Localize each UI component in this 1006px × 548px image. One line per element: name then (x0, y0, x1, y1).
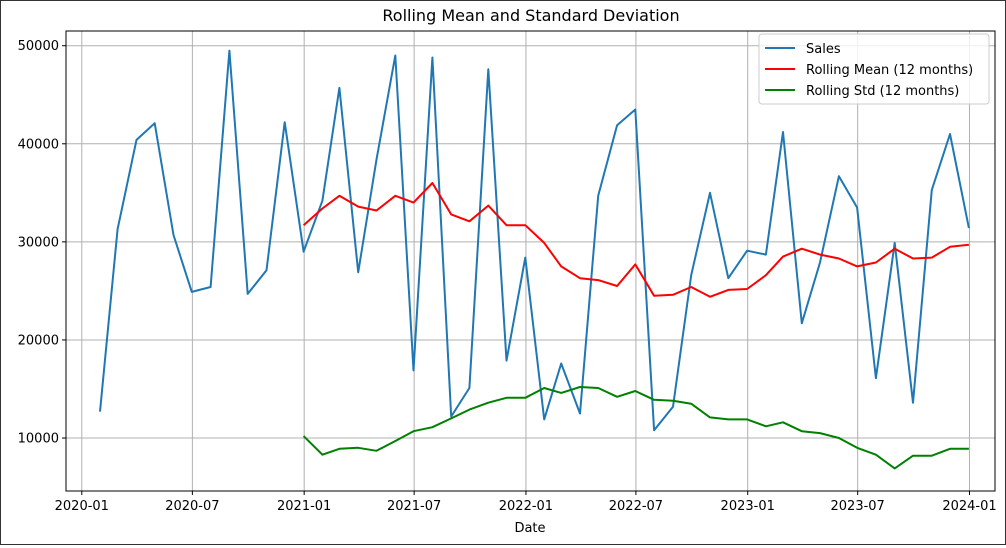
legend-label-rolling-mean-12-months: Rolling Mean (12 months) (806, 63, 973, 78)
x-tick-label: 2020-01 (55, 499, 109, 514)
series-line-sales (99, 49, 970, 432)
x-tick-label: 2022-01 (499, 499, 553, 514)
x-tick-label: 2021-07 (387, 499, 441, 514)
x-tick-label: 2023-07 (831, 499, 885, 514)
x-tick-label: 2023-01 (721, 499, 775, 514)
legend: Sales Rolling Mean (12 months) Rolling Std… (758, 33, 990, 105)
x-tick-label: 2022-07 (609, 499, 663, 514)
chart-title: Rolling Mean and Standard Deviation (382, 6, 679, 25)
x-tick-label: 2020-07 (165, 499, 219, 514)
x-axis-ticks: 2020-01 2020-07 2021-01 2021-07 2022-01 2022-… (55, 491, 997, 514)
y-tick-label: 40000 (18, 137, 59, 152)
x-tick-label: 2024-01 (942, 499, 996, 514)
plot-area-frame (65, 30, 996, 492)
series-line-rolling-mean-12-months (302, 182, 970, 298)
legend-label-sales: Sales (806, 42, 841, 57)
x-tick-label: 2021-01 (277, 499, 331, 514)
y-tick-label: 30000 (18, 235, 59, 250)
series-line-rolling-std-12-months (302, 386, 969, 470)
y-tick-label: 20000 (18, 333, 59, 348)
y-axis-ticks: 10000 20000 30000 40000 50000 (18, 39, 66, 447)
legend-box (758, 33, 990, 105)
x-axis-label: Date (514, 521, 545, 536)
y-tick-label: 50000 (18, 39, 59, 54)
series-lines (99, 49, 970, 470)
legend-label-rolling-std-12-months: Rolling Std (12 months) (806, 84, 959, 99)
y-tick-label: 10000 (18, 432, 59, 447)
